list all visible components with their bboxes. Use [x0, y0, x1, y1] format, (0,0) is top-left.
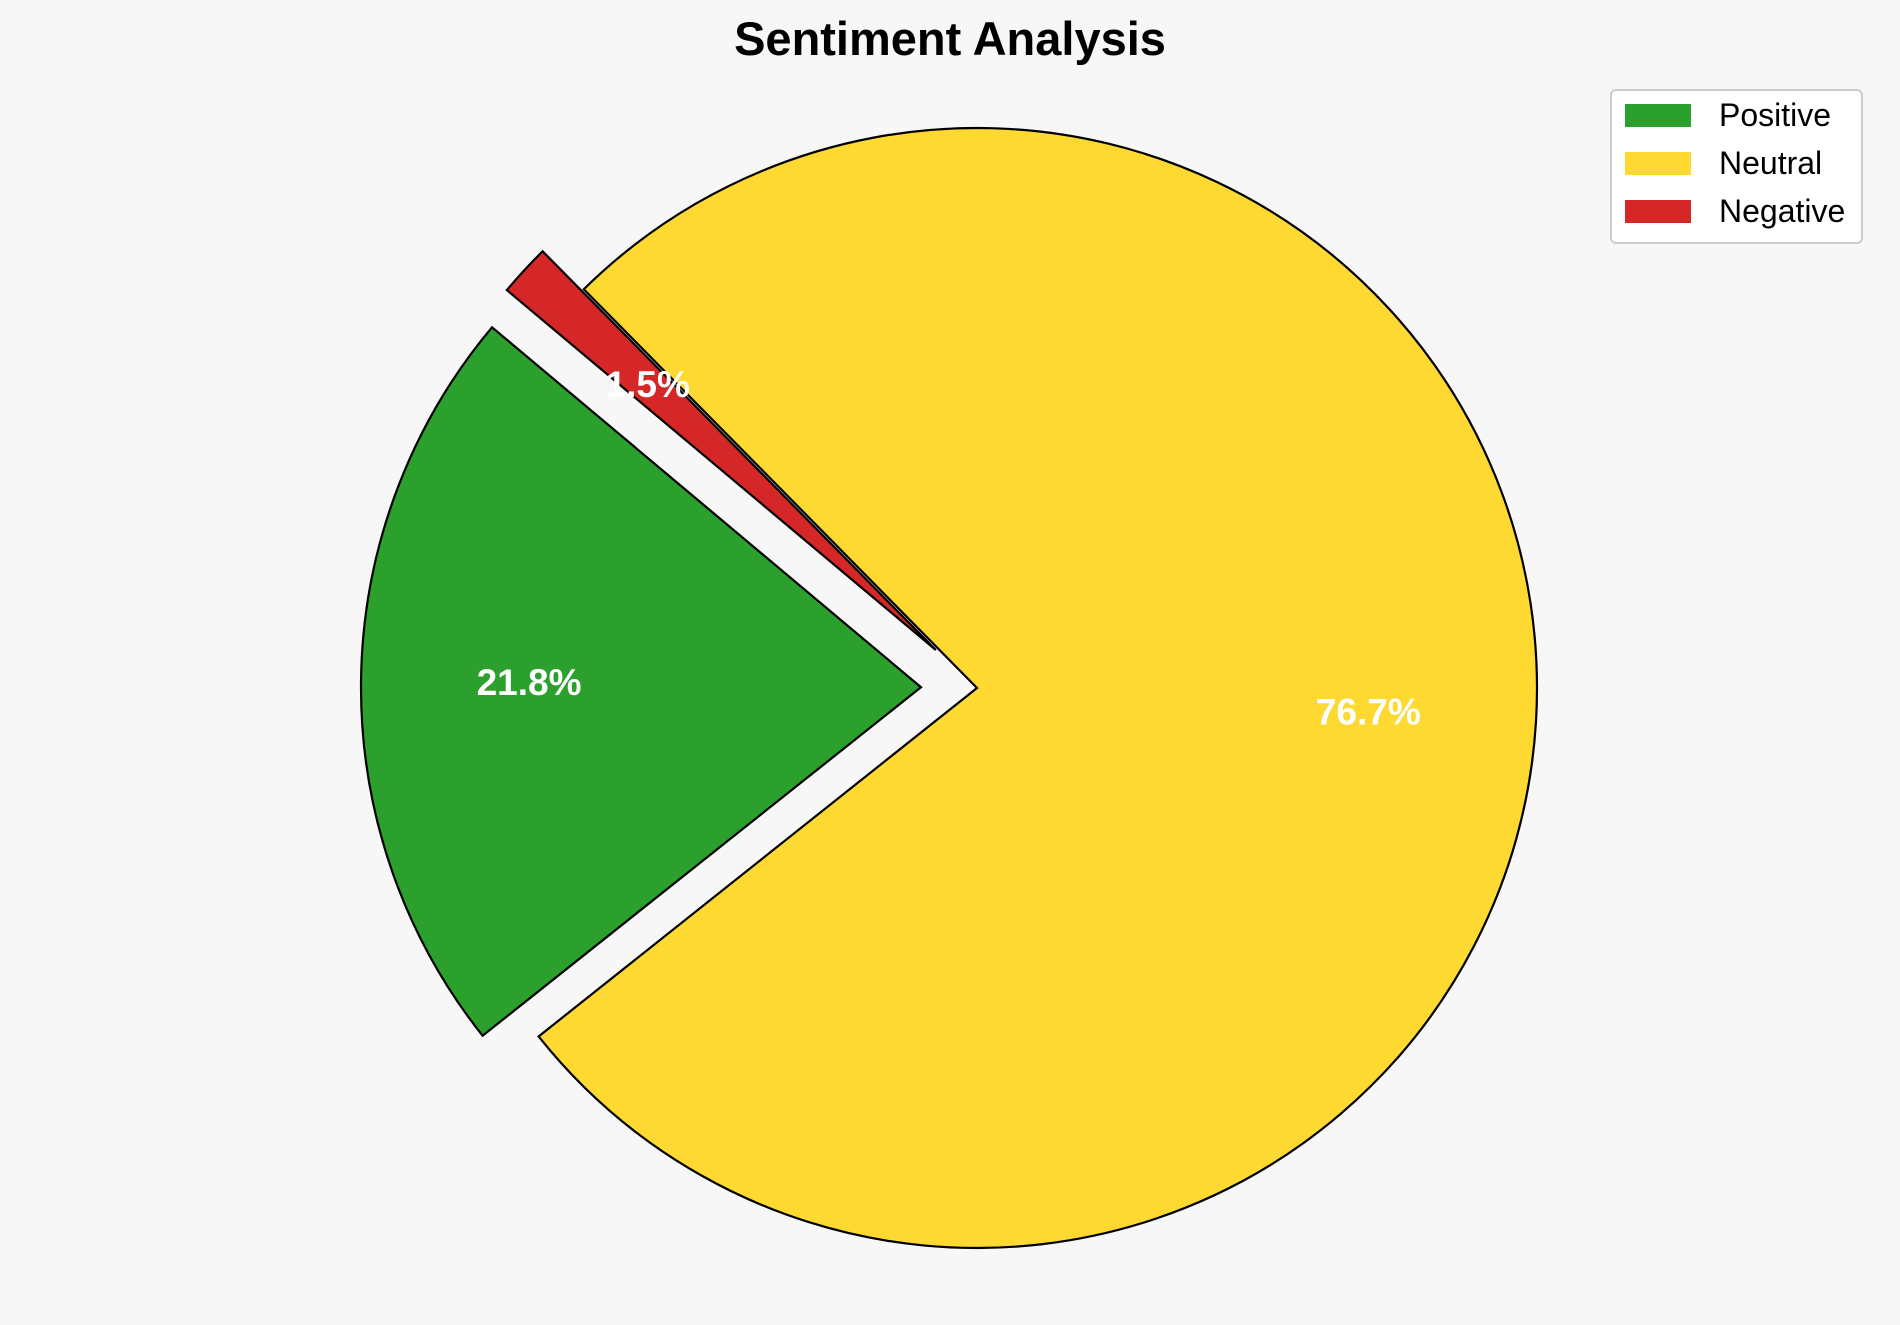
pie-slice-negative [505, 249, 937, 651]
chart-legend: Positive Neutral Negative [1610, 89, 1863, 244]
pie-slices [359, 126, 1539, 1250]
pie-slice-neutral [537, 126, 1539, 1250]
legend-label-neutral: Neutral [1719, 145, 1822, 181]
pie-label-neutral: 76.7% [1316, 692, 1421, 733]
legend-label-negative: Negative [1719, 193, 1845, 229]
pie-label-negative: 1.5% [606, 364, 690, 405]
pie-label-positive: 21.8% [477, 662, 582, 703]
pie-slice-positive [359, 325, 923, 1038]
pie-slice-labels: 21.8% 76.7% 1.5% [477, 364, 1421, 732]
legend-swatch-neutral [1625, 152, 1691, 175]
legend-swatch-negative [1625, 200, 1691, 223]
legend-items: Positive Neutral Negative [1625, 97, 1845, 229]
legend-swatch-positive [1625, 104, 1691, 127]
legend-label-positive: Positive [1719, 97, 1831, 133]
chart-title: Sentiment Analysis [734, 12, 1166, 65]
